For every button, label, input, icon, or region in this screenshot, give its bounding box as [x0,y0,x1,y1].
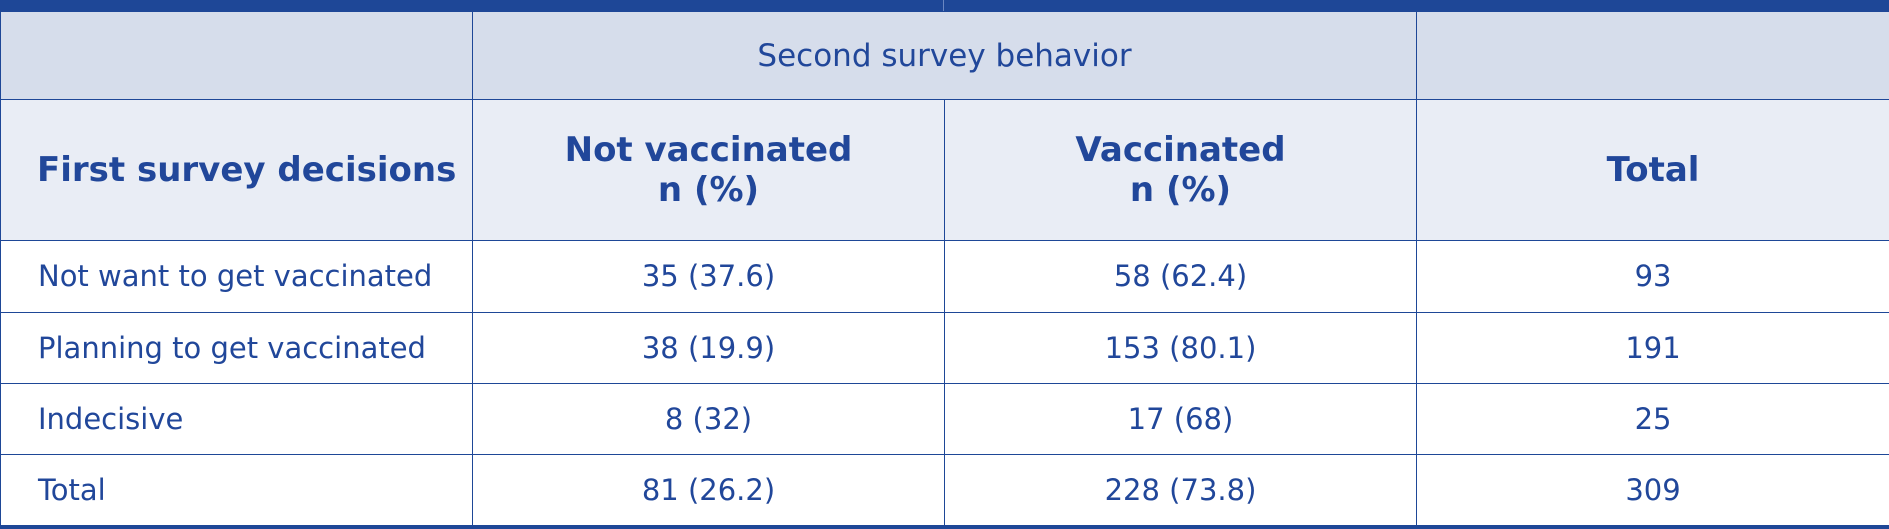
row-label: Not want to get vaccinated [0,240,473,313]
column-header-first-survey: First survey decisions [0,99,473,242]
row-label: Planning to get vaccinated [0,311,473,384]
column-header-total: Total [1416,99,1889,242]
cell-total: 309 [1416,453,1889,527]
column-header-not-vaccinated-unit: n (%) [657,170,760,211]
column-header-vaccinated-unit: n (%) [1129,170,1232,211]
cell-vaccinated: 228 (73.8) [943,453,1418,527]
table-row: Indecisive 8 (32) 17 (68) 25 [0,382,1889,455]
column-header-vaccinated-label: Vaccinated [1075,130,1286,171]
cell-not-vaccinated: 81 (26.2) [472,453,945,527]
group-header-empty-left [0,10,473,101]
top-rule-divider [943,0,944,11]
cell-not-vaccinated: 35 (37.6) [472,240,945,313]
group-header-row: Second survey behavior [0,10,1889,101]
row-label: Total [0,453,473,527]
row-label: Indecisive [0,382,473,455]
column-header-row: First survey decisions Not vaccinated n … [0,99,1889,242]
cell-vaccinated: 17 (68) [943,382,1418,455]
cell-total: 25 [1416,382,1889,455]
column-header-vaccinated: Vaccinated n (%) [943,99,1418,242]
table-row-total: Total 81 (26.2) 228 (73.8) 309 [0,453,1889,527]
cell-vaccinated: 58 (62.4) [943,240,1418,313]
cell-total: 93 [1416,240,1889,313]
cell-total: 191 [1416,311,1889,384]
table-bottom-rule [0,525,1889,529]
group-header-empty-right [1416,10,1889,101]
table-top-rule [0,0,1889,11]
table-row: Not want to get vaccinated 35 (37.6) 58 … [0,240,1889,313]
column-header-not-vaccinated: Not vaccinated n (%) [472,99,945,242]
table-row: Planning to get vaccinated 38 (19.9) 153… [0,311,1889,384]
cell-vaccinated: 153 (80.1) [943,311,1418,384]
cell-not-vaccinated: 38 (19.9) [472,311,945,384]
survey-table: Second survey behavior First survey deci… [0,10,1889,527]
column-header-not-vaccinated-label: Not vaccinated [564,130,853,171]
cell-not-vaccinated: 8 (32) [472,382,945,455]
group-header-second-survey: Second survey behavior [471,10,1418,101]
